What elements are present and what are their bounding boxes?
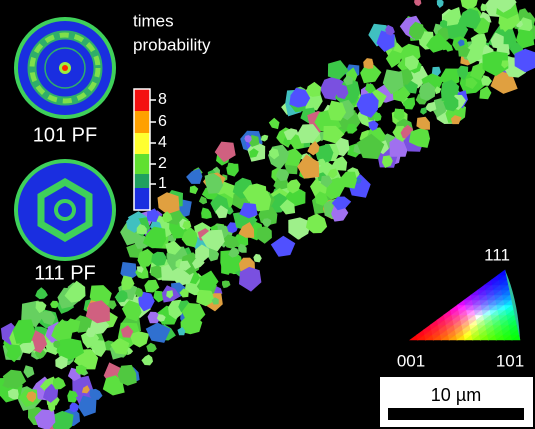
scale-bar <box>388 408 524 420</box>
figure: 101 PF 111 PF times probability 8 6 4 2 1 11… <box>0 0 535 429</box>
legend-title: times <box>133 11 174 30</box>
tick-label: 6 <box>158 113 167 130</box>
pf-disk <box>18 163 112 257</box>
page: 101 PF 111 PF times probability 8 6 4 2 1 11… <box>0 0 535 429</box>
color-step <box>134 133 150 154</box>
color-step <box>134 111 150 133</box>
tick-label: 2 <box>158 155 167 172</box>
color-step <box>134 89 150 111</box>
color-step <box>134 154 150 174</box>
color-step <box>134 188 150 210</box>
tick-label: 1 <box>158 175 167 192</box>
ipf-label: 111 <box>484 245 510 264</box>
pole-figure-101 <box>14 17 116 119</box>
color-step <box>134 174 150 188</box>
scale-label: 10 µm <box>431 385 481 405</box>
ipf-label: 001 <box>397 351 425 370</box>
color-bar <box>134 89 150 210</box>
legend-title: probability <box>133 35 211 54</box>
pf-center <box>62 65 68 71</box>
ipf-label: 101 <box>496 351 524 370</box>
tick-label: 8 <box>158 91 167 108</box>
pf-label: 101 PF <box>33 124 97 146</box>
pole-figure-111 <box>14 159 116 261</box>
tick-label: 4 <box>158 134 167 151</box>
pf-label: 111 PF <box>34 262 96 284</box>
